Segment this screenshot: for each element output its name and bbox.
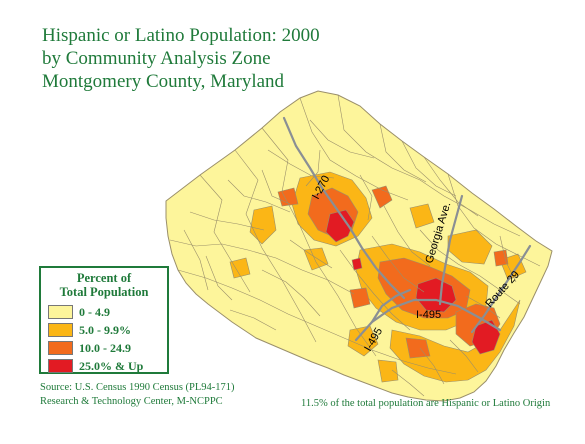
legend-item-label: 5.0 - 9.9% (79, 322, 131, 337)
georgia-ave-road (438, 194, 464, 306)
i495-east-label: I-495 (416, 309, 441, 321)
legend-item: 25.0% & Up (48, 357, 167, 375)
i270-road (282, 116, 406, 300)
title-line-1: Hispanic or Latino Population: 2000 (42, 25, 320, 46)
legend-item: 10.0 - 24.9 (48, 339, 167, 357)
source-line-1: Source: U.S. Census 1990 Census (PL94-17… (40, 382, 235, 393)
i495-spur (370, 288, 412, 324)
source-line-2: Research & Technology Center, M-NCPPC (40, 396, 223, 407)
zone-boundaries (169, 94, 541, 397)
legend-item: 0 - 4.9 (48, 303, 167, 321)
legend-item: 5.0 - 9.9% (48, 321, 167, 339)
i495-beltway (354, 298, 502, 342)
legend-title-line-1: Percent of (76, 271, 132, 285)
legend-items: 0 - 4.9 5.0 - 9.9% 10.0 - 24.9 25.0% & U… (41, 303, 167, 375)
legend-swatch (48, 305, 73, 319)
legend-item-label: 10.0 - 24.9 (79, 340, 131, 355)
legend-swatch (48, 323, 73, 337)
legend-title-line-2: Total Population (59, 285, 149, 299)
map-title: Hispanic or Latino Population: 2000 by C… (42, 24, 320, 93)
legend-swatch (48, 359, 73, 373)
legend-item-label: 0 - 4.9 (79, 304, 110, 319)
population-note: 11.5% of the total population are Hispan… (301, 398, 551, 409)
legend-item-label: 25.0% & Up (79, 358, 144, 373)
legend-swatch (48, 341, 73, 355)
legend: Percent of Total Population 0 - 4.9 5.0 … (39, 266, 169, 374)
title-line-3: Montgomery County, Maryland (42, 71, 285, 92)
zones-25-up (325, 209, 501, 355)
highways (282, 116, 532, 342)
title-line-2: by Community Analysis Zone (42, 48, 271, 69)
source-note: Source: U.S. Census 1990 Census (PL94-17… (40, 381, 235, 409)
legend-title: Percent of Total Population (41, 271, 167, 299)
